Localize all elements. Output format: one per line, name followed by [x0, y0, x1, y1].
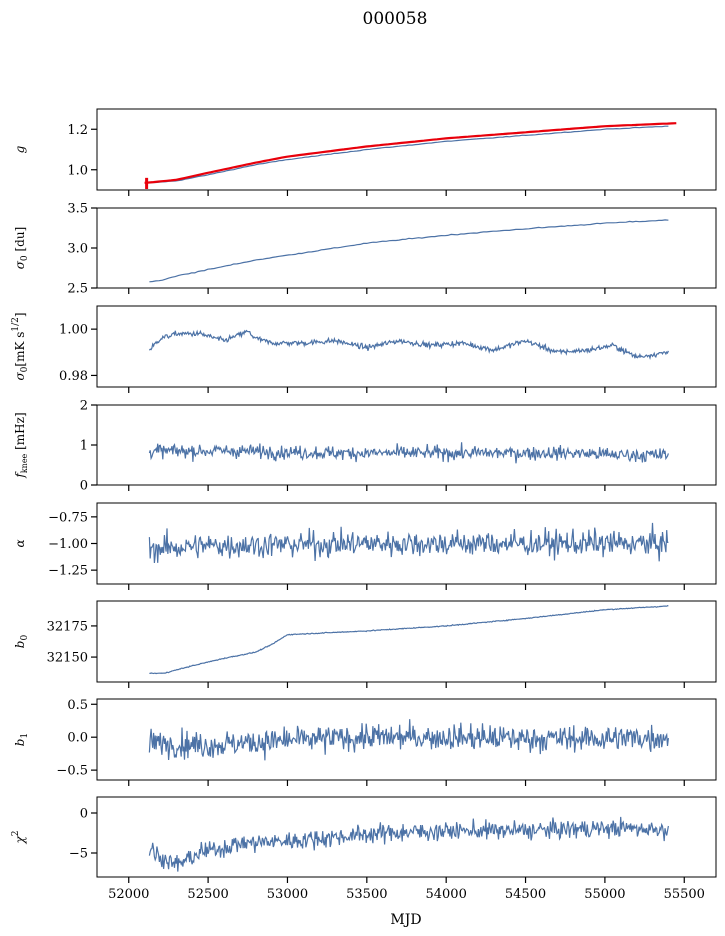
y-tick-label: 0 — [80, 807, 88, 822]
y-tick-label: −0.75 — [48, 510, 88, 525]
panel-b1: −0.5 0.0 0.5 b1 — [13, 698, 717, 786]
x-tick-label: 54500 — [505, 887, 546, 902]
y-axis-label: b0 — [13, 635, 30, 649]
panel-sigma0_du: 2.5 3.0 3.5 σ0 [du] — [13, 202, 717, 297]
y-tick-label: 1 — [80, 439, 88, 454]
panel-frame — [96, 207, 717, 289]
y-tick-label: 0 — [80, 479, 88, 494]
x-tick-label: 55500 — [664, 887, 705, 902]
y-tick-label: −1.00 — [48, 537, 88, 552]
series-line-b0 — [149, 605, 669, 675]
y-axis-label: g — [13, 145, 27, 153]
y-tick-label: 2.5 — [67, 282, 88, 297]
series-line-chi2 — [148, 816, 669, 872]
series-line-sigma0_mk — [148, 329, 669, 360]
y-tick-label: 0.98 — [59, 369, 88, 384]
figure-title: 000058 — [363, 9, 428, 29]
y-tick-label: −5 — [69, 847, 88, 862]
y-axis-label: σ0 [du] — [13, 227, 30, 270]
y-tick-label: −1.25 — [48, 564, 88, 579]
x-tick-label: 53500 — [346, 887, 387, 902]
y-axis-label: σ0[mK s1/2] — [11, 312, 30, 380]
series-line-b1 — [148, 719, 669, 761]
x-tick-label: 52000 — [108, 887, 149, 902]
panel-b0: 32150 32175 b0 — [13, 600, 717, 688]
x-tick-label: 52500 — [187, 887, 228, 902]
y-tick-label: 0.0 — [67, 731, 88, 746]
y-tick-label: 3.5 — [67, 202, 88, 217]
y-axis-label: b1 — [13, 733, 30, 746]
panels-group: 1.0 1.2 g 2.5 3.0 3.5 σ0 [du] 0.98 1.00 σ0[mK s1/… — [11, 108, 717, 902]
panel-frame — [96, 796, 717, 878]
y-tick-label: −0.5 — [56, 764, 88, 779]
y-tick-label: 32175 — [47, 619, 88, 634]
panel-fknee: 0 1 2 fknee [mHz] — [13, 399, 717, 494]
panel-frame — [96, 600, 717, 683]
y-axis-label: fknee [mHz] — [13, 412, 29, 478]
series-line-g — [149, 125, 669, 184]
y-tick-label: 1.2 — [67, 123, 88, 138]
x-tick-label: 53000 — [267, 887, 308, 902]
series-line-sigma0_du — [149, 219, 669, 283]
y-tick-label: 2 — [80, 399, 88, 414]
panel-frame — [96, 698, 717, 781]
x-tick-label: 55000 — [584, 887, 625, 902]
y-tick-label: 1.0 — [67, 163, 88, 178]
panel-frame — [96, 108, 717, 191]
panel-alpha: −1.25 −1.00 −0.75 α — [13, 502, 717, 590]
panel-frame — [96, 305, 717, 388]
panel-g: 1.0 1.2 g — [13, 108, 717, 196]
y-axis-label: α — [13, 539, 27, 547]
x-tick-label: 54000 — [425, 887, 466, 902]
panel-sigma0_mk: 0.98 1.00 σ0[mK s1/2] — [11, 305, 717, 393]
y-tick-label: 3.0 — [67, 242, 88, 257]
fit-line-g — [144, 122, 677, 184]
panel-chi2: −5 0 52000 52500 53000 53500 54000 54500 55000 55… — [11, 796, 717, 902]
y-tick-label: 1.00 — [59, 323, 88, 338]
x-axis-label: MJD — [390, 912, 421, 928]
y-axis-label: χ2 — [11, 830, 27, 844]
y-tick-label: 32150 — [47, 651, 88, 666]
series-line-fknee — [148, 442, 669, 464]
panel-frame — [96, 404, 717, 486]
y-tick-label: 0.5 — [67, 698, 88, 713]
series-line-alpha — [148, 522, 669, 564]
